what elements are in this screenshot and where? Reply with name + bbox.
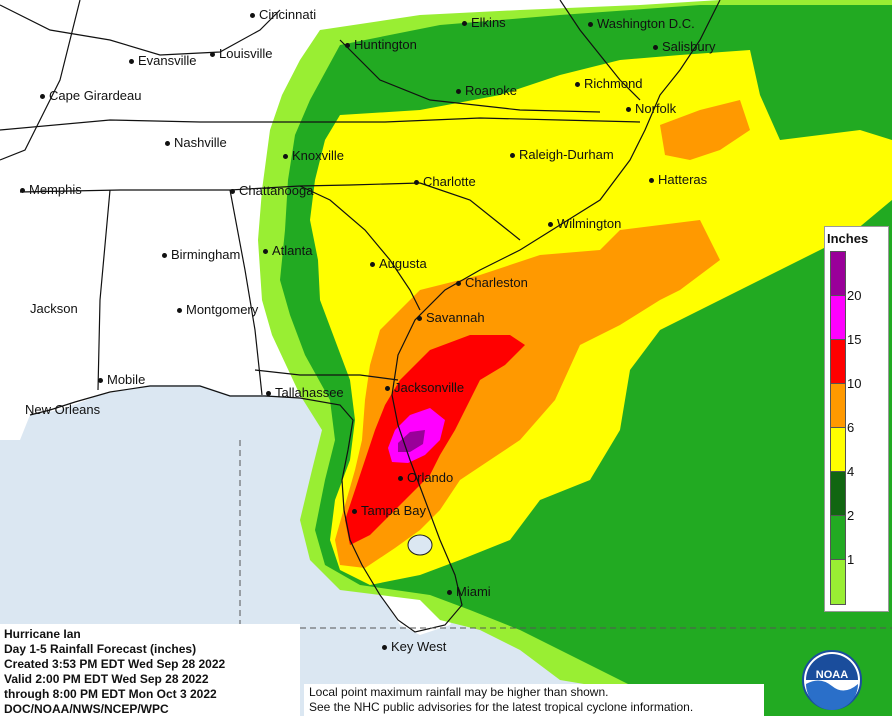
legend: Inches 20 15 10 6 4 2 1 — [824, 226, 889, 612]
legend-swatch-15-20 — [830, 295, 846, 341]
valid-end: through 8:00 PM EDT Mon Oct 3 2022 — [4, 687, 217, 701]
city-miami: Miami — [447, 585, 491, 599]
disclaimer-note: Local point maximum rainfall may be high… — [304, 684, 764, 716]
city-atlanta: Atlanta — [263, 244, 312, 258]
disclaimer-line-1: Local point maximum rainfall may be high… — [309, 685, 609, 699]
city-nashville: Nashville — [165, 136, 227, 150]
created-time: Created 3:53 PM EDT Wed Sep 28 2022 — [4, 657, 226, 671]
legend-swatch-10-15 — [830, 339, 846, 385]
boundaries — [0, 0, 721, 633]
noaa-logo-text: NOAA — [816, 669, 848, 681]
legend-tick-2: 2 — [847, 508, 855, 523]
city-key-west: Key West — [382, 640, 446, 654]
city-birmingham: Birmingham — [162, 248, 240, 262]
storm-name: Hurricane Ian — [4, 627, 81, 641]
city-norfolk: Norfolk — [626, 102, 676, 116]
city-cincinnati: Cincinnati — [250, 8, 316, 22]
rain-band-6in — [335, 220, 720, 568]
city-new-orleans: New Orleans — [25, 402, 101, 417]
city-louisville: Louisville — [210, 47, 272, 61]
lake-okeechobee — [407, 534, 433, 556]
legend-tick-4: 4 — [847, 464, 855, 479]
city-tallahassee: Tallahassee — [266, 386, 344, 400]
city-cape-girardeau: Cape Girardeau — [40, 89, 142, 103]
city-knoxville: Knoxville — [283, 149, 344, 163]
city-montgomery: Montgomery — [177, 303, 258, 317]
city-washington: Washington D.C. — [588, 17, 695, 31]
legend-tick-1: 1 — [847, 552, 855, 567]
city-salisbury: Salisbury — [653, 40, 715, 54]
city-elkins: Elkins — [462, 16, 506, 30]
noaa-logo: NOAA — [802, 650, 862, 710]
disclaimer-line-2: See the NHC public advisories for the la… — [309, 700, 694, 714]
rain-band-6in-northeast — [660, 100, 750, 160]
city-orlando: Orlando — [398, 471, 453, 485]
legend-swatch-2-4 — [830, 471, 846, 517]
city-memphis: Memphis — [20, 183, 82, 197]
legend-tick-15: 15 — [847, 332, 862, 347]
legend-tick-6: 6 — [847, 420, 855, 435]
legend-tick-20: 20 — [847, 288, 862, 303]
agency-credit: DOC/NOAA/NWS/NCEP/WPC — [4, 702, 169, 716]
valid-start: Valid 2:00 PM EDT Wed Sep 28 2022 — [4, 672, 209, 686]
city-huntington: Huntington — [345, 38, 417, 52]
legend-swatch-0-1 — [830, 559, 846, 605]
product-title: Day 1-5 Rainfall Forecast (inches) — [4, 642, 197, 656]
city-charleston: Charleston — [456, 276, 528, 290]
city-roanoke: Roanoke — [456, 84, 517, 98]
city-evansville: Evansville — [129, 54, 197, 68]
legend-swatch-1-2 — [830, 515, 846, 561]
legend-tick-10: 10 — [847, 376, 862, 391]
city-charlotte: Charlotte — [414, 175, 476, 189]
city-jackson: Jackson — [30, 301, 78, 316]
city-chattanooga: Chattanooga — [230, 184, 313, 198]
legend-swatch-6-10 — [830, 383, 846, 429]
legend-swatch-20-plus — [830, 251, 846, 297]
city-wilmington: Wilmington — [548, 217, 621, 231]
forecast-info-box: Hurricane Ian Day 1-5 Rainfall Forecast … — [0, 624, 300, 716]
legend-swatch-4-6 — [830, 427, 846, 473]
city-tampa-bay: Tampa Bay — [352, 504, 426, 518]
city-richmond: Richmond — [575, 77, 643, 91]
city-jacksonville: Jacksonville — [385, 381, 464, 395]
legend-title: Inches — [827, 231, 869, 246]
city-mobile: Mobile — [98, 373, 145, 387]
city-raleigh-durham: Raleigh-Durham — [510, 148, 614, 162]
city-savannah: Savannah — [417, 311, 485, 325]
city-augusta: Augusta — [370, 257, 427, 271]
land-area — [0, 0, 892, 635]
city-hatteras: Hatteras — [649, 173, 707, 187]
